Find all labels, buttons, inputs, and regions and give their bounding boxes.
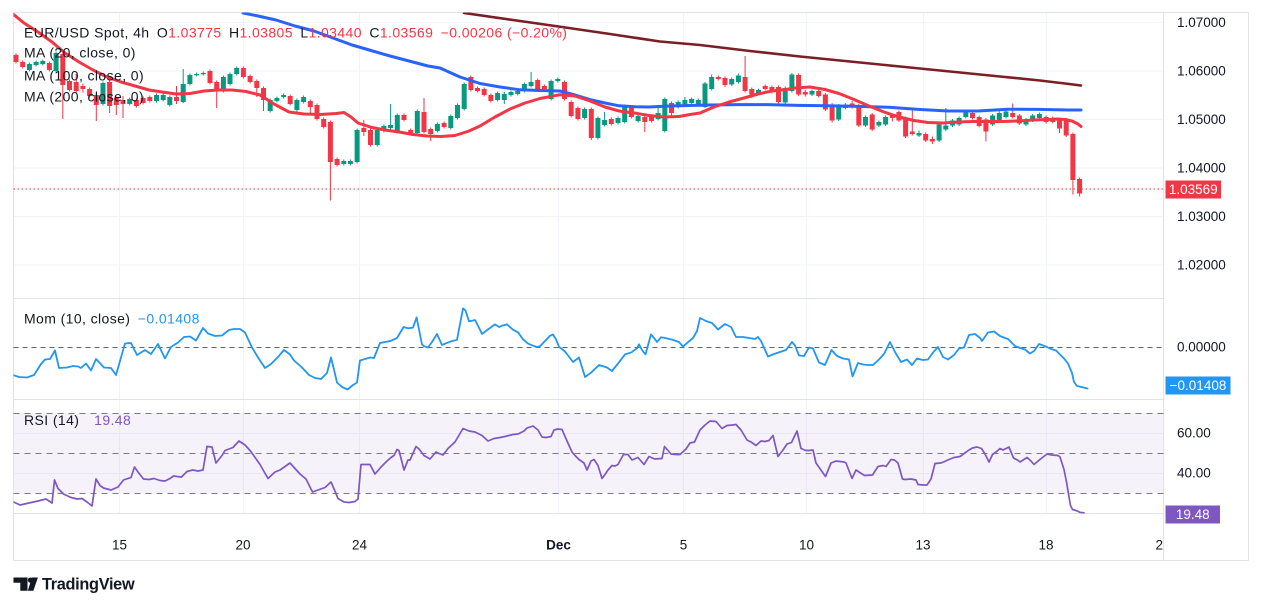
svg-text:−0.01408: −0.01408: [1170, 378, 1227, 393]
svg-text:15: 15: [112, 538, 127, 553]
svg-text:1.05000: 1.05000: [1177, 112, 1226, 127]
svg-text:EUR/USD Spot, 4h O1.03775 H1.0: EUR/USD Spot, 4h O1.03775 H1.03805 L1.03…: [24, 25, 567, 41]
svg-text:5: 5: [680, 538, 688, 553]
svg-text:MA (100, close, 0): MA (100, close, 0): [24, 68, 144, 84]
svg-text:1.02000: 1.02000: [1177, 258, 1226, 273]
svg-text:TradingView: TradingView: [42, 576, 135, 594]
svg-text:1.04000: 1.04000: [1177, 161, 1226, 176]
svg-text:0.00000: 0.00000: [1177, 340, 1226, 355]
svg-text:24: 24: [352, 538, 368, 553]
svg-text:Mom (10, close) −0.01408: Mom (10, close) −0.01408: [24, 311, 200, 327]
svg-text:21: 21: [1155, 538, 1170, 553]
svg-text:60.00: 60.00: [1177, 426, 1211, 441]
svg-text:1.03000: 1.03000: [1177, 209, 1226, 224]
svg-text:RSI (14) 19.48: RSI (14) 19.48: [24, 412, 131, 428]
svg-text:1.06000: 1.06000: [1177, 64, 1226, 79]
svg-text:19.48: 19.48: [1176, 507, 1210, 522]
svg-text:MA (20, close, 0): MA (20, close, 0): [24, 45, 136, 61]
svg-text:Dec: Dec: [546, 538, 571, 553]
svg-text:10: 10: [799, 538, 814, 553]
svg-text:1.07000: 1.07000: [1177, 15, 1226, 30]
svg-text:18: 18: [1038, 538, 1053, 553]
svg-text:13: 13: [915, 538, 930, 553]
svg-text:40.00: 40.00: [1177, 466, 1211, 481]
svg-text:20: 20: [235, 538, 250, 553]
svg-text:MA (200, close, 0): MA (200, close, 0): [24, 89, 144, 105]
svg-text:1.03569: 1.03569: [1169, 182, 1218, 197]
